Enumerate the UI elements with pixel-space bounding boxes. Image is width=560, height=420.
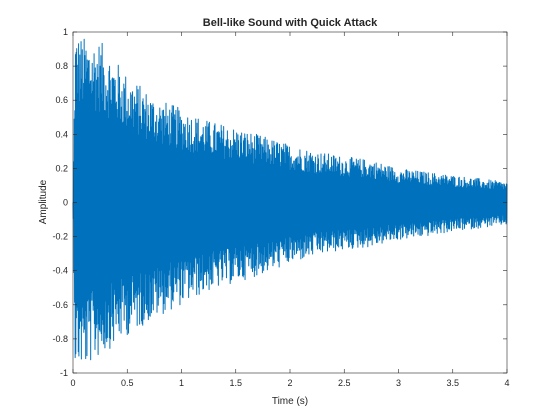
x-tick-label: 1 (179, 378, 184, 388)
x-tick-label: 0.5 (121, 378, 134, 388)
waveform-series-line (72, 38, 508, 361)
y-tick-label: 0.4 (55, 129, 68, 139)
y-tick-label: -0.8 (52, 334, 68, 344)
x-tick-label: 0 (70, 378, 75, 388)
y-tick-label: 0.6 (55, 95, 68, 105)
y-axis: -1 -0.8 -0.6 -0.4 -0.2 0 0.2 0.4 0.6 0.8 1 (52, 27, 507, 378)
x-tick-label: 1.5 (229, 378, 242, 388)
y-tick-label: 1 (63, 27, 68, 37)
y-tick-label: 0 (63, 198, 68, 208)
chart-title: Bell-like Sound with Quick Attack (203, 17, 378, 29)
y-tick-label: 0.8 (55, 61, 68, 71)
y-tick-label: -0.2 (52, 232, 68, 242)
y-tick-label: -1 (60, 368, 68, 378)
x-tick-label: 2 (287, 378, 292, 388)
y-tick-label: -0.4 (52, 266, 68, 276)
x-tick-label: 3 (396, 378, 401, 388)
x-axis: 0 0.5 1 1.5 2 2.5 3 3.5 4 (70, 32, 510, 388)
plot-area (72, 38, 508, 361)
x-tick-label: 4 (504, 378, 509, 388)
y-tick-label: -0.6 (52, 300, 68, 310)
x-tick-label: 3.5 (446, 378, 459, 388)
x-tick-label: 2.5 (338, 378, 351, 388)
y-axis-label: Amplitude (38, 179, 49, 224)
x-axis-label: Time (s) (272, 396, 308, 407)
y-tick-label: 0.2 (55, 163, 68, 173)
